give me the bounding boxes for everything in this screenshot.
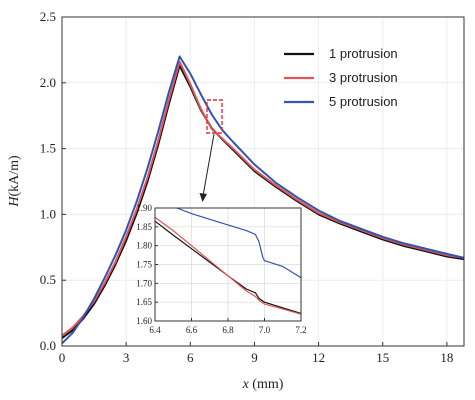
inset-ticks: 6.4 6.6 6.8 7.0 7.2 1.60 1.65 1.70 1.75 1.80 1.85 1… (136, 203, 306, 335)
y-axis-title-symbol: H (7, 196, 22, 208)
y-tick-label: 1.5 (40, 141, 56, 156)
legend-label-1-protrusion: 1 protrusion (329, 46, 398, 61)
inset-series-line-5-protrusion (176, 207, 302, 279)
y-tick-label: 2.0 (40, 75, 56, 90)
x-tick-label: 3 (123, 350, 130, 365)
y-axis-title: H(kA/m) (7, 155, 22, 208)
x-tick-label: 6 (187, 350, 194, 365)
series-line-3-protrusion (61, 60, 465, 337)
legend: 1 protrusion 3 protrusion 5 protrusion (284, 46, 398, 109)
inset-y-tick-label: 1.90 (136, 203, 152, 213)
zoom-region-marker (206, 99, 223, 134)
inset-y-tick-label: 1.60 (136, 316, 152, 326)
x-axis-title: x (mm) (242, 377, 284, 392)
x-tick-label: 18 (440, 350, 453, 365)
y-tick-label: 0.0 (40, 338, 56, 353)
inset-series-line-3-protrusion (154, 216, 302, 315)
zoom-pointer-line (202, 133, 215, 197)
x-axis-title-symbol: x (242, 377, 250, 392)
y-axis-title-unit: (kA/m) (7, 155, 22, 197)
legend-label-3-protrusion: 3 protrusion (329, 70, 398, 85)
y-tick-label: 2.5 (40, 9, 56, 24)
inset-x-tick-label: 7.0 (259, 325, 271, 335)
legend-label-5-protrusion: 5 protrusion (329, 94, 398, 109)
inset-x-tick-label: 6.8 (222, 325, 234, 335)
x-axis-title-unit: (mm) (249, 377, 284, 392)
inset-x-tick-label: 7.2 (295, 325, 306, 335)
inset-y-tick-label: 1.65 (136, 297, 152, 307)
main-ticks: 0 3 6 9 12 15 18 0.0 0.5 1.0 1.5 2.0 2.5 (40, 9, 454, 365)
plot-frame (61, 16, 465, 347)
x-tick-label: 15 (376, 350, 389, 365)
y-tick-label: 0.5 (40, 272, 56, 287)
inset-y-tick-label: 1.80 (136, 241, 152, 251)
inset-y-tick-label: 1.75 (136, 260, 152, 270)
inset-y-tick-label: 1.85 (136, 222, 152, 232)
inset-x-tick-label: 6.6 (186, 325, 198, 335)
x-tick-label: 9 (251, 350, 258, 365)
zoom-pointer-arrowhead (199, 193, 207, 202)
inset-series-group (154, 207, 302, 315)
inset-series-line-1-protrusion (154, 220, 302, 315)
inset-x-tick-label: 6.4 (149, 325, 161, 335)
x-tick-label: 0 (59, 350, 66, 365)
y-tick-label: 1.0 (40, 206, 56, 221)
inset-y-tick-label: 1.70 (136, 278, 152, 288)
x-tick-label: 12 (312, 350, 325, 365)
